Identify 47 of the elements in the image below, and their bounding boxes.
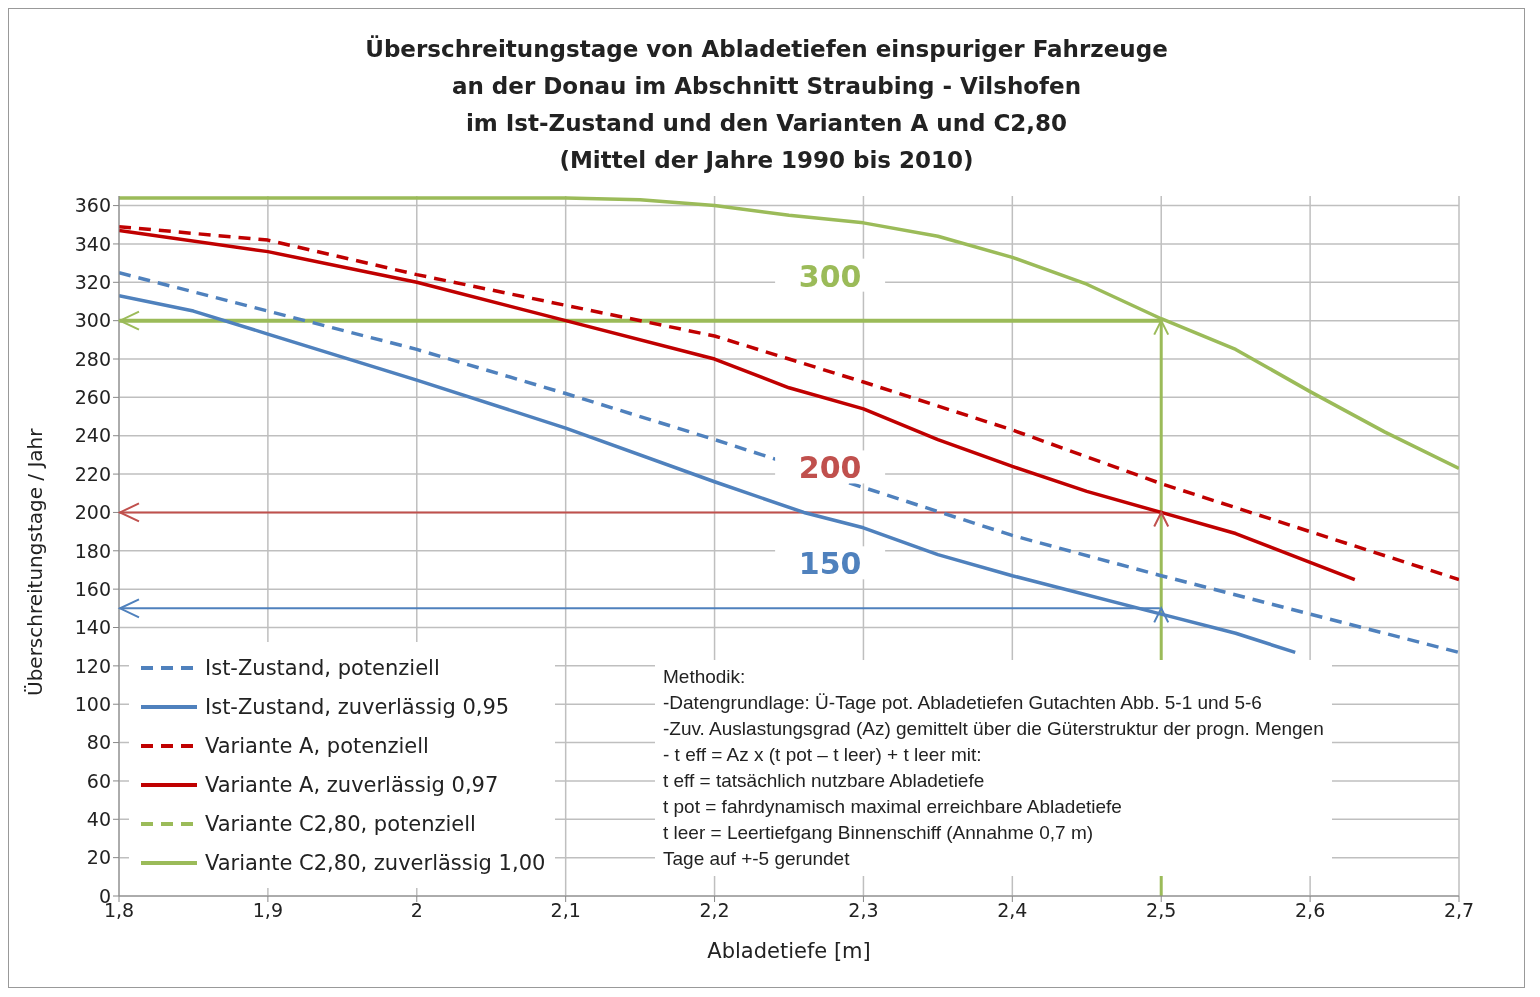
y-tick-label: 60	[86, 769, 111, 792]
annotation: Tage auf +-5 gerundet	[663, 847, 851, 872]
y-tick-label: 40	[86, 808, 111, 831]
y-tick-label: 320	[74, 271, 111, 294]
x-tick-label: 2,5	[1146, 899, 1177, 922]
y-tick-label: 100	[74, 692, 111, 715]
y-tick-label: 240	[74, 424, 111, 447]
annotation: Methodik:	[663, 665, 747, 690]
y-tick-label: 140	[74, 616, 111, 639]
x-tick-label: 2	[410, 899, 423, 922]
legend-label: Variante C2,80, zuverlässig 1,00	[205, 850, 546, 875]
y-tick-label: 20	[86, 846, 111, 869]
y-tick-label: 180	[74, 539, 111, 562]
y-tick-label: 200	[74, 501, 111, 524]
y-tick-label: 160	[74, 577, 111, 600]
chart-title: Überschreitungstage von Abladetiefen einspuriger Fahrzeuge an der Donau im Abschnitt Straubing - Vilshofen im Ist-Zustand und den Varianten A und C2,80 (Mittel der Jahre 1990 bis 2010)	[364, 34, 1169, 175]
y-tick-label: 220	[74, 462, 111, 485]
y-tick-label: 260	[74, 386, 111, 409]
y-tick-label: 80	[86, 731, 111, 754]
legend-label: Ist-Zustand, potenziell	[205, 655, 440, 680]
y-tick-label: 340	[74, 232, 111, 255]
x-tick-label: 2,1	[550, 899, 581, 922]
annotation: -Datengrundlage: Ü-Tage pot. Abladetiefen Gutachten Abb. 5-1 und 5-6	[663, 691, 1263, 716]
legend-label: Variante C2,80, potenziell	[205, 811, 476, 836]
y-tick-label: 360	[74, 194, 111, 217]
y-tick-label: 300	[74, 309, 111, 332]
ref-line-label: 200	[798, 450, 862, 486]
ref-line-label: 300	[798, 258, 862, 294]
annotation: - t eff = Az x (t pot – t leer) + t leer mit:	[663, 743, 983, 768]
x-tick-label: 2,4	[997, 899, 1028, 922]
y-tick-label: 280	[74, 347, 111, 370]
y-tick-label: 120	[74, 654, 111, 677]
legend-label: Ist-Zustand, zuverlässig 0,95	[205, 694, 510, 719]
x-axis-title: Abladetiefe [m]	[707, 939, 871, 963]
x-tick-label: 2,3	[848, 899, 879, 922]
x-tick-label: 2,6	[1295, 899, 1326, 922]
annotation: t eff = tatsächlich nutzbare Abladetiefe	[663, 769, 986, 794]
legend-label: Variante A, potenziell	[205, 733, 429, 758]
annotation: t leer = Leertiefgang Binnenschiff (Annahme 0,7 m)	[663, 821, 1095, 846]
x-tick-label: 1,9	[252, 899, 283, 922]
legend-label: Variante A, zuverlässig 0,97	[205, 772, 499, 797]
annotation: -Zuv. Auslastungsgrad (Az) gemittelt über die Güterstruktur der progn. Mengen	[663, 717, 1324, 742]
x-tick-label: 2,7	[1443, 899, 1475, 922]
annotation: t pot = fahrdynamisch maximal erreichbare Abladetiefe	[663, 795, 1123, 820]
x-tick-label: 2,2	[699, 899, 730, 922]
ref-line-label: 150	[798, 546, 862, 582]
y-axis-title: Überschreitungstage / Jahr	[23, 427, 48, 696]
